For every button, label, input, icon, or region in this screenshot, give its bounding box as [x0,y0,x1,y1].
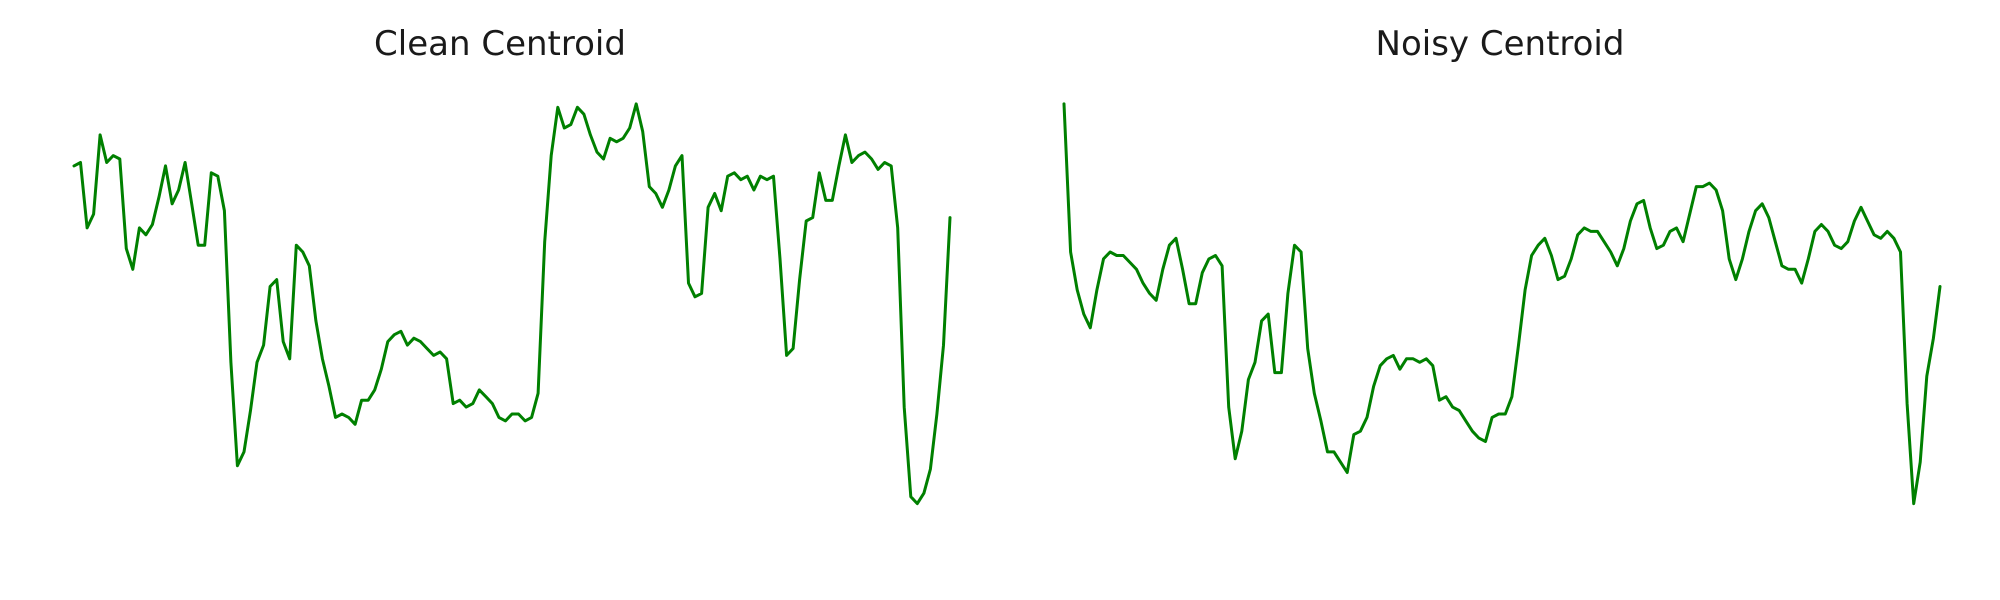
noisy-centroid-line [1062,102,1942,506]
chart-title-clean: Clean Centroid [374,24,626,64]
noisy-centroid-panel: Noisy Centroid [1000,0,2000,600]
noisy-centroid-plot [1062,102,1942,506]
chart-title-noisy: Noisy Centroid [1375,24,1625,64]
clean-centroid-panel: Clean Centroid [72,24,952,506]
clean-centroid-plot [72,102,952,506]
clean-centroid-line [72,102,952,506]
